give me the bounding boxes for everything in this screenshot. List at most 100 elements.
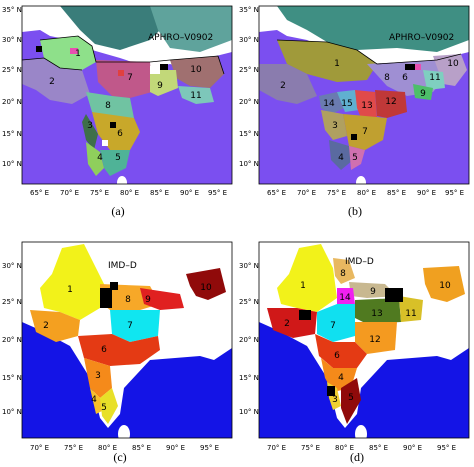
lon-tick: 70° E <box>297 189 316 197</box>
region-label: 2 <box>43 321 49 331</box>
grid-cell <box>102 140 108 146</box>
lat-tick: 20° N <box>2 98 22 106</box>
region-9 <box>413 84 433 100</box>
map-frame <box>258 241 470 439</box>
lon-tick: 70° E <box>267 444 286 452</box>
lat-tick: 10° N <box>239 408 259 416</box>
region-label: 9 <box>145 295 151 305</box>
grid-cell <box>405 64 415 70</box>
lat-tick: 25° N <box>2 66 22 74</box>
grid-cell <box>118 70 124 76</box>
region-north-east <box>150 6 232 52</box>
region-8 <box>86 92 134 118</box>
map-panel-b: APHRO–V0902 1 2 3 4 5 6 7 8 9 10 11 12 1… <box>237 0 474 222</box>
grid-cell <box>160 64 168 70</box>
grid-cell <box>150 66 160 74</box>
region-label: 7 <box>127 73 133 83</box>
region-label: 8 <box>340 269 346 279</box>
region-7 <box>343 114 387 150</box>
country-boundary <box>21 57 83 71</box>
lat-tick: 20° N <box>239 98 259 106</box>
dataset-label: APHRO–V0902 <box>148 33 213 43</box>
dataset-label: IMD–D <box>108 261 137 271</box>
region-label: 9 <box>420 89 426 99</box>
region-2 <box>30 310 80 342</box>
map-frame <box>21 5 233 185</box>
region-label: 8 <box>125 295 131 305</box>
region-label: 8 <box>105 101 111 111</box>
region-3 <box>84 358 112 398</box>
lat-tick: 25° N <box>2 298 22 306</box>
lat-ticks: 10° N 15° N 20° N 25° N 30° N 35° N <box>2 6 22 168</box>
lon-tick: 70° E <box>30 444 49 452</box>
region-7 <box>96 60 152 98</box>
region-5 <box>100 150 130 176</box>
region-label: 6 <box>101 345 107 355</box>
region-5 <box>341 378 361 424</box>
lat-tick: 20° N <box>2 336 22 344</box>
dataset-label: IMD–D <box>345 257 374 267</box>
region-12 <box>375 90 407 118</box>
region-label: 5 <box>115 153 121 163</box>
lon-tick: 85° E <box>150 189 169 197</box>
region-label: 7 <box>127 321 133 331</box>
region-10 <box>423 266 465 302</box>
grid-cell <box>299 310 311 320</box>
region-label: 3 <box>87 121 93 131</box>
region-label: 3 <box>332 395 338 405</box>
lon-tick: 95° E <box>208 189 227 197</box>
region-1 <box>277 244 337 312</box>
region-4 <box>321 358 357 392</box>
map-panel-d: IMD–D 1 2 3 4 5 6 7 8 9 10 11 12 13 14 1… <box>237 238 474 467</box>
lon-tick: 95° E <box>437 444 456 452</box>
region-label: 5 <box>101 403 107 413</box>
lat-ticks: 10° N 15° N 20° N 25° N 30° N <box>239 262 259 416</box>
region-label: 13 <box>361 101 372 111</box>
map-panel-a: APHRO–V0902 1 2 3 4 5 6 7 8 9 10 11 10° … <box>0 0 237 222</box>
region-label: 2 <box>280 81 286 91</box>
region-7 <box>110 310 160 342</box>
region-label: 3 <box>332 121 338 131</box>
region-12 <box>355 322 397 354</box>
region-label: 3 <box>95 371 101 381</box>
region-label: 4 <box>338 153 344 163</box>
region-label: 12 <box>385 97 396 107</box>
lon-tick: 80° E <box>357 189 376 197</box>
region-label: 4 <box>97 153 103 163</box>
region-label: 4 <box>338 373 344 383</box>
lon-tick: 90° E <box>403 444 422 452</box>
region-1 <box>40 244 104 320</box>
region-label: 8 <box>384 73 390 83</box>
grid-cell <box>327 386 335 396</box>
lat-tick: 30° N <box>239 262 259 270</box>
lon-tick: 85° E <box>387 189 406 197</box>
lat-ticks: 10° N 15° N 20° N 25° N 30° N 35° N <box>239 6 259 168</box>
lat-ticks: 10° N 15° N 20° N 25° N 30° N <box>2 262 22 416</box>
region-label: 10 <box>190 65 202 75</box>
lat-tick: 10° N <box>2 408 22 416</box>
sri-lanka <box>118 425 130 443</box>
region-label: 1 <box>300 281 306 291</box>
region-label: 11 <box>429 73 440 83</box>
region-1 <box>40 36 96 70</box>
region-14 <box>319 92 345 114</box>
map-frame <box>21 241 233 439</box>
lon-tick: 80° E <box>98 444 117 452</box>
region-label: 7 <box>330 321 336 331</box>
grid-cell <box>385 288 403 302</box>
sri-lanka <box>356 176 366 190</box>
region-label: 11 <box>190 91 201 101</box>
region-label: 9 <box>157 81 163 91</box>
region-label: 4 <box>91 395 97 405</box>
lon-tick: 90° E <box>180 189 199 197</box>
region-5 <box>349 146 365 170</box>
map-panel-c: IMD–D 1 2 3 4 5 6 7 8 9 10 10° N 15° N 2… <box>0 238 237 467</box>
lat-tick: 20° N <box>239 336 259 344</box>
grid-cell <box>415 64 421 70</box>
lat-tick: 25° N <box>239 66 259 74</box>
lon-tick: 95° E <box>445 189 464 197</box>
ocean-area <box>22 322 232 438</box>
region-north <box>277 6 469 52</box>
region-label: 9 <box>370 287 376 297</box>
country-boundary <box>39 35 225 75</box>
